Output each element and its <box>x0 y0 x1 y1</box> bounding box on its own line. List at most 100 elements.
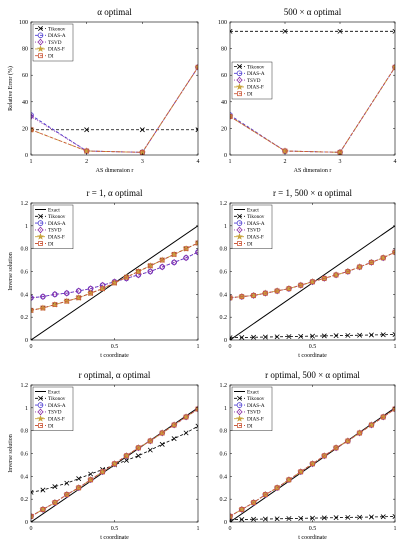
x-tick-label: 0 <box>30 344 33 350</box>
y-tick-label: 60 <box>221 73 227 79</box>
data-point-tikonov-1 <box>239 517 245 522</box>
legend-marker-dias_f <box>236 415 243 422</box>
data-point-di-11 <box>159 257 165 263</box>
legend-marker-dias_f <box>37 45 44 52</box>
legend-label-tikonov: Tikonov <box>48 26 66 32</box>
y-tick-label: 0.8 <box>21 247 29 253</box>
y-tick-label: 1.2 <box>21 201 29 207</box>
chart-panel-5: r optimal, α optimal 0 0.5 1 0 0.2 0.4 0.6 0.8 1 1… <box>8 370 200 541</box>
y-tick-label: 0 <box>25 153 28 159</box>
data-point-di-1 <box>239 294 245 300</box>
y-tick-label: 1 <box>224 224 227 230</box>
data-point-di-4 <box>274 288 280 294</box>
data-point-di-14 <box>195 406 198 412</box>
chart-title: r optimal, α optimal <box>79 370 151 380</box>
data-point-tikonov-3 <box>262 516 268 522</box>
data-point-tikonov-11 <box>357 332 363 338</box>
data-point-di-12 <box>171 422 177 428</box>
x-axis-label: t coordinate <box>298 353 327 359</box>
legend-label-dias_f: DIAS-F <box>247 235 264 241</box>
data-point-tikonov-8 <box>123 457 129 463</box>
y-tick-label: 40 <box>221 100 227 106</box>
data-point-di-12 <box>369 259 374 265</box>
x-tick-label: 1 <box>197 344 200 350</box>
data-point-di-10 <box>345 438 351 444</box>
data-point-tikonov-0 <box>230 28 233 34</box>
legend-label-tsvd: TSVD <box>247 228 261 234</box>
data-point-tikonov-4 <box>76 476 82 482</box>
series-line-di <box>31 408 198 517</box>
data-point-tikonov-2 <box>251 334 257 340</box>
legend-label-dias_f: DIAS-F <box>247 85 264 91</box>
data-point-di-10 <box>147 438 153 444</box>
series-line-dias_f <box>31 242 198 311</box>
series-di <box>230 406 395 519</box>
legend-marker-tsvd <box>37 408 44 416</box>
series-tikonov <box>31 423 198 495</box>
data-point-tikonov-3 <box>262 334 268 340</box>
x-tick-label: 0 <box>30 526 33 532</box>
data-point-tikonov-5 <box>88 471 94 477</box>
data-point-tikonov-4 <box>274 516 280 522</box>
legend-label-tsvd: TSVD <box>48 228 62 234</box>
plot-area <box>230 225 395 340</box>
data-point-di-14 <box>392 406 395 412</box>
data-point-di-14 <box>392 249 395 255</box>
legend-marker-tsvd <box>37 226 44 234</box>
data-point-di-9 <box>135 445 141 451</box>
data-point-tikonov-2 <box>52 484 58 490</box>
series-line-di <box>230 408 395 517</box>
y-tick-label: 0.4 <box>21 474 29 480</box>
data-point-tikonov-7 <box>310 333 315 339</box>
series-di <box>31 406 198 519</box>
x-axis-label: t coordinate <box>298 535 327 541</box>
legend-marker-tsvd <box>236 226 243 234</box>
legend-label-di: DI <box>247 92 253 98</box>
series-tikonov <box>230 514 395 522</box>
data-point-tsvd-14 <box>195 248 198 256</box>
data-point-di-7 <box>112 280 117 286</box>
legend-marker-dias_f <box>236 233 243 240</box>
y-tick-label: 0 <box>25 338 28 344</box>
y-tick-label: 60 <box>22 73 28 79</box>
legend-marker-dias_a <box>236 402 243 408</box>
y-tick-label: 0 <box>25 520 28 526</box>
plot-area <box>31 63 198 155</box>
y-tick-label: 1.2 <box>220 201 228 207</box>
series-dias_f <box>31 239 198 314</box>
legend-label-tikonov: Tikonov <box>247 64 265 70</box>
data-point-tikonov-9 <box>135 453 141 459</box>
data-point-di-3 <box>195 64 198 70</box>
data-point-di-2 <box>52 500 58 505</box>
data-point-di-4 <box>274 485 280 491</box>
legend-label-exact: Exact <box>48 207 60 213</box>
data-point-di-3 <box>392 64 395 70</box>
y-axis-label: Inverse solution <box>8 434 14 473</box>
data-point-di-2 <box>251 500 256 505</box>
data-point-di-10 <box>345 269 351 274</box>
y-tick-label: 0.2 <box>21 315 29 321</box>
plot-area <box>230 405 395 522</box>
legend-label-tsvd: TSVD <box>247 410 261 416</box>
x-axis-label: AS dimension r <box>96 168 134 174</box>
legend-marker-tikonov <box>237 213 242 219</box>
y-tick-label: 0.6 <box>220 452 228 458</box>
data-point-di-12 <box>171 251 177 257</box>
data-point-di-0 <box>230 513 233 519</box>
legend-label-exact: Exact <box>247 389 259 395</box>
data-point-di-11 <box>159 430 165 436</box>
y-tick-label: 1 <box>224 406 227 412</box>
y-tick-label: 0.6 <box>21 452 29 458</box>
series-line-tikonov <box>31 425 198 493</box>
legend-label-exact: Exact <box>247 207 259 213</box>
legend-marker-di <box>237 423 242 428</box>
y-tick-label: 0 <box>224 520 227 526</box>
legend-marker-dias_f <box>236 83 243 90</box>
data-point-tsvd-10 <box>147 268 154 275</box>
legend-label-dias_f: DIAS-F <box>48 47 65 53</box>
y-tick-label: 0.6 <box>220 270 228 276</box>
